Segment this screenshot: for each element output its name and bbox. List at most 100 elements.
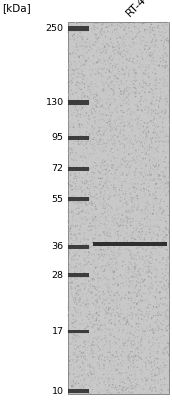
Point	[72, 220, 75, 226]
Point	[133, 312, 135, 319]
Point	[129, 222, 132, 228]
Point	[80, 67, 83, 74]
Point	[74, 242, 77, 249]
Point	[84, 192, 87, 198]
Point	[165, 95, 167, 102]
Point	[126, 239, 129, 245]
Point	[96, 145, 99, 151]
Point	[128, 248, 131, 254]
Point	[127, 268, 130, 275]
Point	[123, 237, 126, 243]
Point	[78, 348, 80, 355]
Point	[146, 375, 149, 382]
Point	[72, 140, 75, 147]
Point	[142, 254, 145, 260]
Point	[163, 62, 166, 69]
Point	[125, 63, 127, 70]
Point	[145, 186, 148, 193]
Point	[69, 279, 71, 285]
Point	[144, 78, 147, 84]
Point	[122, 84, 125, 90]
Point	[137, 339, 139, 346]
Point	[127, 170, 130, 176]
Point	[161, 126, 164, 132]
Point	[108, 22, 111, 28]
Point	[148, 62, 151, 68]
Point	[91, 131, 94, 138]
Point	[96, 33, 99, 39]
Point	[147, 311, 150, 317]
Point	[145, 150, 147, 157]
Point	[122, 50, 125, 56]
Point	[108, 277, 111, 283]
Point	[93, 26, 95, 33]
Point	[68, 304, 71, 311]
Point	[108, 126, 110, 132]
Point	[70, 131, 73, 138]
Point	[94, 183, 97, 190]
Point	[88, 178, 91, 184]
Point	[158, 205, 161, 211]
Point	[114, 105, 117, 111]
Point	[167, 203, 170, 210]
Point	[83, 187, 86, 193]
Point	[150, 276, 153, 283]
Point	[98, 165, 101, 171]
Point	[129, 344, 132, 350]
Point	[143, 386, 145, 392]
Point	[115, 204, 117, 210]
Point	[113, 124, 116, 130]
Point	[114, 77, 117, 83]
Point	[128, 28, 130, 34]
Point	[114, 189, 116, 196]
Point	[121, 340, 124, 346]
Point	[127, 289, 130, 295]
Point	[82, 380, 84, 386]
Point	[136, 293, 138, 300]
Point	[124, 188, 127, 194]
Point	[96, 228, 98, 235]
Point	[107, 300, 110, 306]
Point	[72, 176, 75, 182]
Point	[110, 253, 113, 259]
Point	[99, 30, 101, 36]
Point	[100, 124, 102, 130]
Point	[146, 366, 148, 373]
Point	[93, 366, 95, 372]
Point	[121, 116, 124, 122]
Point	[68, 166, 71, 172]
Point	[158, 63, 160, 69]
Point	[116, 167, 119, 173]
Point	[161, 378, 163, 385]
Point	[105, 29, 108, 36]
Text: RT-4: RT-4	[124, 0, 148, 19]
Point	[77, 47, 79, 53]
Point	[168, 213, 171, 220]
Point	[139, 98, 142, 104]
Point	[116, 353, 119, 360]
Point	[142, 143, 145, 150]
Point	[157, 32, 159, 39]
Point	[137, 276, 139, 283]
Point	[116, 294, 119, 300]
Point	[112, 326, 115, 332]
Point	[91, 130, 94, 136]
Point	[111, 187, 114, 194]
Point	[148, 58, 151, 64]
Point	[159, 289, 162, 295]
Point	[117, 211, 120, 218]
Point	[99, 181, 101, 188]
Point	[156, 26, 158, 32]
Point	[80, 124, 83, 130]
Point	[73, 96, 76, 103]
Point	[127, 276, 130, 282]
Point	[83, 370, 85, 377]
Point	[149, 81, 152, 87]
Point	[90, 225, 93, 231]
Point	[97, 368, 100, 374]
Point	[71, 219, 73, 226]
Point	[95, 292, 98, 298]
Point	[110, 389, 113, 395]
Point	[126, 157, 129, 164]
Point	[166, 280, 169, 286]
